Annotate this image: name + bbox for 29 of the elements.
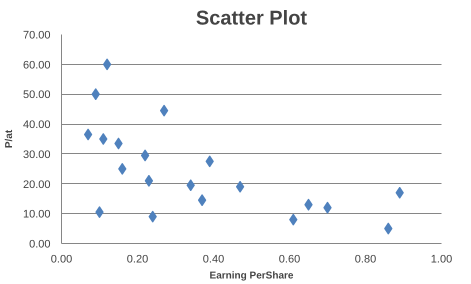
point — [99, 133, 108, 145]
x-axis-title: Earning PerShare — [210, 270, 294, 282]
point — [102, 58, 112, 70]
y-tick-label: 60.00 — [22, 59, 51, 72]
x-tick-label: 0.20 — [126, 254, 148, 266]
point — [144, 174, 154, 187]
x-tick-label: 0.00 — [50, 254, 72, 266]
chart-title: Scatter Plot — [196, 8, 308, 30]
point — [198, 194, 206, 206]
y-tick-label: 40.00 — [22, 119, 51, 132]
point — [323, 202, 332, 214]
point — [160, 104, 168, 117]
y-tick-label: 30.00 — [22, 148, 51, 161]
point — [95, 206, 104, 218]
y-tick-label: 0.00 — [29, 238, 51, 250]
point — [304, 198, 313, 211]
x-tick-label: 0.40 — [202, 254, 224, 266]
y-tick-label: 10.00 — [22, 208, 51, 221]
x-tick-label: 1.00 — [430, 254, 452, 266]
point — [114, 137, 123, 150]
point — [236, 180, 244, 193]
y-tick-label: 50.00 — [22, 89, 51, 102]
point — [84, 128, 92, 141]
y-tick-label: 20.00 — [22, 178, 51, 191]
x-tick-label: 0.80 — [354, 254, 376, 266]
point — [140, 149, 150, 162]
y-tick-label: 70.00 — [22, 30, 51, 42]
x-tick-label: 0.60 — [278, 254, 300, 266]
y-axis-title: P/at — [4, 129, 15, 148]
